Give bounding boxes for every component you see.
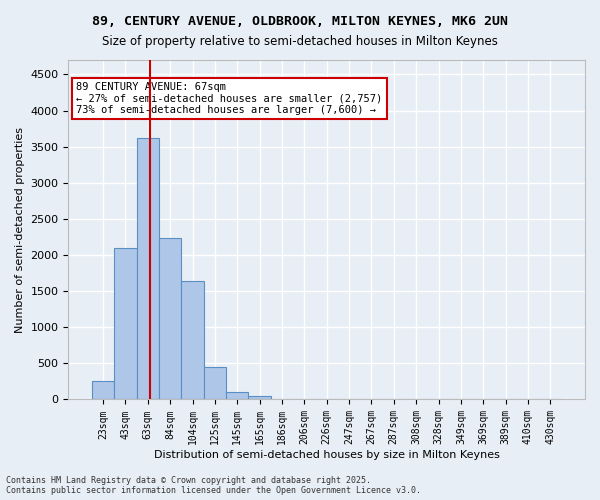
Bar [137,138,159,400]
Bar [159,238,181,400]
Text: 89, CENTURY AVENUE, OLDBROOK, MILTON KEYNES, MK6 2UN: 89, CENTURY AVENUE, OLDBROOK, MILTON KEY… [92,15,508,28]
Bar [92,382,114,400]
Bar [114,248,137,400]
X-axis label: Distribution of semi-detached houses by size in Milton Keynes: Distribution of semi-detached houses by … [154,450,500,460]
Bar [226,392,248,400]
Bar [248,396,271,400]
Bar [181,281,204,400]
Y-axis label: Number of semi-detached properties: Number of semi-detached properties [15,126,25,332]
Text: 89 CENTURY AVENUE: 67sqm
← 27% of semi-detached houses are smaller (2,757)
73% o: 89 CENTURY AVENUE: 67sqm ← 27% of semi-d… [76,82,382,116]
Text: Size of property relative to semi-detached houses in Milton Keynes: Size of property relative to semi-detach… [102,35,498,48]
Text: Contains HM Land Registry data © Crown copyright and database right 2025.
Contai: Contains HM Land Registry data © Crown c… [6,476,421,495]
Bar [204,367,226,400]
